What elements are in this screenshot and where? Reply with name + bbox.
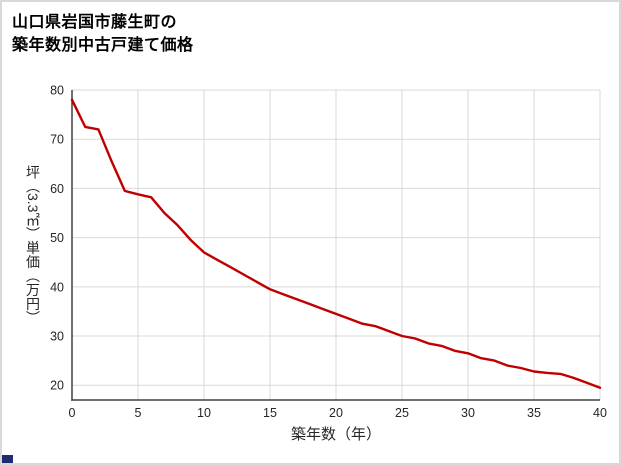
chart-title: 山口県岩国市藤生町の 築年数別中古戸建て価格 bbox=[12, 11, 194, 57]
svg-text:5: 5 bbox=[135, 406, 142, 420]
svg-text:0: 0 bbox=[69, 406, 76, 420]
chart-title-line2: 築年数別中古戸建て価格 bbox=[12, 37, 194, 55]
svg-text:40: 40 bbox=[50, 280, 64, 294]
svg-text:15: 15 bbox=[263, 406, 277, 420]
svg-text:70: 70 bbox=[50, 133, 64, 147]
svg-text:40: 40 bbox=[593, 406, 607, 420]
corner-mark bbox=[2, 455, 13, 463]
svg-text:80: 80 bbox=[50, 84, 64, 98]
svg-text:20: 20 bbox=[50, 379, 64, 393]
svg-text:35: 35 bbox=[527, 406, 541, 420]
y-axis-label: 坪（3.3㎡）単価（万円） bbox=[25, 165, 41, 325]
svg-text:10: 10 bbox=[197, 406, 211, 420]
chart-title-line1: 山口県岩国市藤生町の bbox=[12, 14, 178, 31]
svg-text:25: 25 bbox=[395, 406, 409, 420]
svg-text:30: 30 bbox=[461, 406, 475, 420]
svg-text:築年数（年）: 築年数（年） bbox=[291, 425, 381, 443]
svg-text:50: 50 bbox=[50, 231, 64, 245]
svg-text:60: 60 bbox=[50, 182, 64, 196]
svg-text:20: 20 bbox=[329, 406, 343, 420]
svg-text:30: 30 bbox=[50, 330, 64, 344]
